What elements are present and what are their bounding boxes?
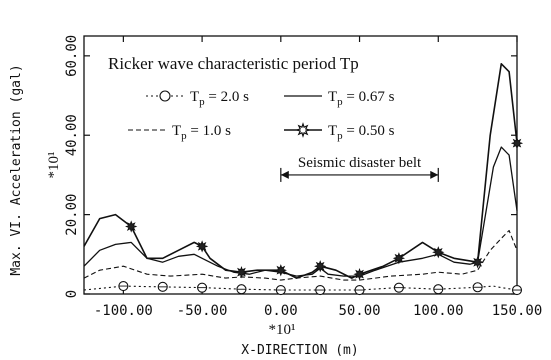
series-line bbox=[83, 229, 518, 281]
legend-label: Tp = 1.0 s bbox=[172, 123, 231, 142]
y-tick-label: 20.00 bbox=[64, 194, 80, 236]
data-point-marker bbox=[353, 268, 366, 281]
annotation-left-arrowhead bbox=[280, 170, 289, 179]
legend-title: Ricker wave characteristic period Tp bbox=[108, 54, 359, 73]
x-axis-label: X-DIRECTION (m) bbox=[241, 343, 358, 358]
x-tick-label: 150.00 bbox=[492, 303, 543, 319]
y-tick-label: 40.00 bbox=[64, 114, 80, 156]
plot-frame bbox=[83, 35, 518, 295]
data-point-marker bbox=[235, 266, 248, 279]
annotation-right-arrowhead bbox=[430, 170, 439, 179]
x-multiplier: *10¹ bbox=[269, 322, 296, 338]
x-tick-label: -50.00 bbox=[177, 303, 228, 319]
legend-label: Tp = 0.67 s bbox=[328, 89, 395, 108]
x-tick-label: 100.00 bbox=[413, 303, 464, 319]
y-tick-label: 60.00 bbox=[64, 35, 80, 77]
annotation-label: Seismic disaster belt bbox=[298, 155, 422, 171]
legend-marker bbox=[159, 90, 171, 102]
data-point-marker bbox=[195, 240, 209, 253]
data-point-marker bbox=[125, 220, 138, 233]
legend-marker bbox=[295, 122, 311, 138]
x-tick-label: -100.00 bbox=[94, 303, 153, 319]
x-tick-label: 50.00 bbox=[338, 303, 380, 319]
legend: Tp = 2.0 s Tp = 0.67 s Tp = 1.0 s Tp = 0.50… bbox=[128, 89, 395, 142]
data-point-marker bbox=[314, 260, 327, 273]
y-axis-label: Max. VI. Acceleration (gal) bbox=[9, 64, 24, 275]
data-point-marker bbox=[274, 264, 287, 277]
x-tick-label: 0.00 bbox=[264, 303, 298, 319]
seismic-disaster-belt-annotation: Seismic disaster belt bbox=[280, 155, 439, 182]
marker-layer bbox=[118, 137, 524, 296]
data-point-marker bbox=[392, 252, 406, 265]
legend-label: Tp = 0.50 s bbox=[328, 123, 395, 142]
series-line bbox=[83, 63, 518, 279]
data-point-marker bbox=[510, 137, 524, 150]
series-line bbox=[83, 285, 518, 291]
data-point-marker bbox=[471, 256, 484, 269]
y-tick-label: 0 bbox=[64, 290, 80, 298]
y-multiplier: *10¹ bbox=[46, 152, 62, 179]
legend-label: Tp = 2.0 s bbox=[190, 89, 249, 108]
data-point-marker bbox=[432, 246, 445, 259]
